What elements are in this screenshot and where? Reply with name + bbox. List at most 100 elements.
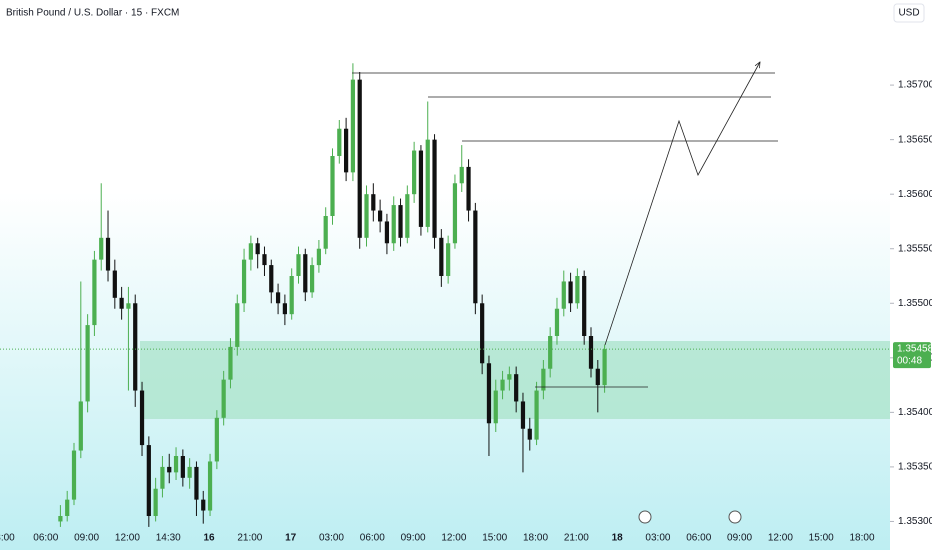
candle-body [432, 139, 437, 238]
candle-body [575, 276, 580, 304]
candle-body [235, 303, 240, 347]
candle-body [85, 325, 90, 402]
x-tick-label: 06:00 [33, 533, 58, 544]
candle-body [309, 265, 315, 293]
y-tick-label: 1.35650 [898, 134, 932, 145]
candle-body [541, 368, 546, 391]
plot-background [0, 0, 890, 550]
y-tick-label: 1.35700 [898, 80, 932, 91]
candle-body [180, 456, 185, 478]
currency-label[interactable]: USD [898, 8, 919, 19]
candle-body [187, 466, 192, 478]
candle-body [391, 205, 396, 244]
x-tick-label: 03:00 [645, 533, 670, 544]
candle-body [330, 156, 335, 216]
x-tick-label: 06:00 [686, 533, 711, 544]
y-tick-label: 1.35500 [898, 298, 932, 309]
y-tick-label: 1.35300 [898, 516, 932, 527]
y-tick-label: 1.35600 [898, 189, 932, 200]
candle-body [173, 456, 179, 473]
candle-body [595, 368, 600, 386]
chart-title: British Pound / U.S. Dollar · 15 · FXCM [6, 8, 179, 19]
y-tick-label: 1.35350 [898, 462, 932, 473]
candle-body [534, 390, 539, 440]
candle-body [371, 194, 376, 211]
currency-button[interactable] [893, 3, 925, 23]
candle-body [548, 336, 553, 369]
countdown-label: 00:48 [897, 356, 922, 367]
x-tick-label: 03:00 [319, 533, 344, 544]
candle-body [561, 281, 566, 309]
candle-body [201, 499, 206, 511]
x-tick-label: 06:00 [360, 533, 385, 544]
candle-body [99, 237, 104, 260]
candle-body [486, 363, 492, 424]
candle-body [303, 254, 308, 293]
x-tick-label: 15:00 [482, 533, 507, 544]
candle-body [78, 401, 83, 451]
candle-body [255, 243, 260, 255]
candle-body [602, 349, 607, 386]
x-tick-label: 09:00 [727, 533, 752, 544]
candle-body [241, 259, 247, 304]
candle-body [316, 248, 322, 266]
candle-body [418, 150, 424, 227]
candle-body [520, 401, 526, 429]
x-tick-label: 12:00 [768, 533, 793, 544]
candle-body [473, 210, 478, 304]
candle-body [214, 417, 219, 462]
candle-body [71, 450, 77, 500]
candle-body [65, 499, 70, 516]
candle-body [194, 466, 199, 500]
candle-body [384, 221, 390, 244]
candle-body [228, 346, 233, 380]
x-tick-label: 16 [203, 533, 215, 544]
x-tick-label: 21:00 [564, 533, 589, 544]
x-tick-label: 12:00 [115, 533, 140, 544]
candle-body [282, 303, 287, 315]
x-tick-label: 17 [285, 533, 297, 544]
candle-body [568, 281, 573, 304]
candle-body [446, 243, 451, 276]
x-tick-label: 3:00 [0, 533, 15, 544]
candle-body [296, 254, 301, 276]
candle-body [480, 303, 485, 364]
event-icon [728, 510, 742, 524]
candle-body [493, 390, 498, 424]
candle-body [500, 379, 505, 391]
candle-body [343, 128, 349, 173]
x-tick-label: 14:30 [156, 533, 181, 544]
candle-body [398, 205, 403, 238]
candle-body [378, 210, 383, 222]
x-tick-label: 18:00 [849, 533, 874, 544]
candle-body [139, 390, 145, 446]
candle-body [439, 237, 444, 276]
candle-body [507, 374, 512, 380]
candle-body [221, 379, 226, 418]
candle-body [58, 516, 63, 522]
candle-body [364, 194, 369, 238]
candle-body [119, 297, 124, 309]
candle-body [588, 336, 594, 369]
candle-body [262, 254, 267, 266]
candle-body [412, 150, 417, 195]
candle-body [269, 265, 274, 293]
candle-body [112, 270, 117, 298]
candle-body [514, 374, 519, 402]
candle-body [350, 79, 356, 173]
candle-body [425, 139, 430, 227]
candle-body [133, 303, 138, 391]
candle-body [527, 428, 532, 440]
candle-body [207, 461, 213, 511]
current-price-label: 1.35458 [897, 344, 932, 355]
x-tick-label: 21:00 [237, 533, 262, 544]
event-icons [638, 510, 742, 524]
current-price-box [893, 342, 931, 369]
candle-body [459, 166, 464, 184]
projection-path [604, 62, 760, 346]
candle-body [323, 216, 328, 249]
candle-body [92, 259, 97, 326]
candle-body [167, 466, 172, 473]
x-tick-label: 18 [612, 533, 624, 544]
